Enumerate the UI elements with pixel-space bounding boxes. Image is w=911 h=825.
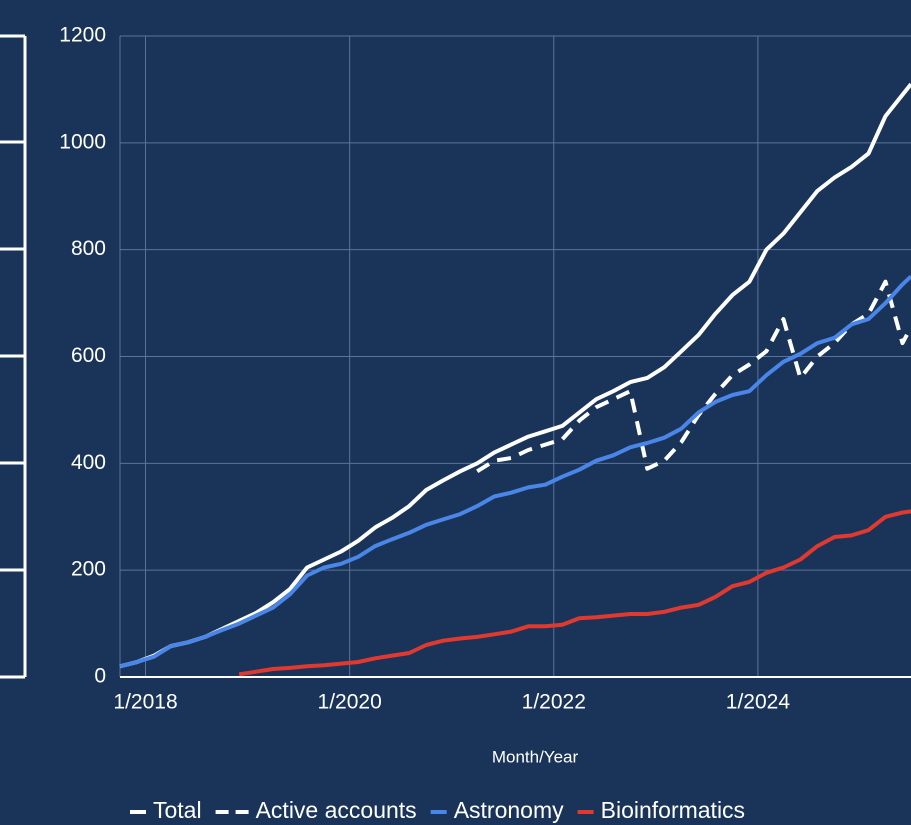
legend-label: Total: [153, 797, 202, 823]
legend-item: Total: [130, 797, 202, 823]
side-axis-fragment: [0, 34, 27, 679]
series-line: [119, 274, 911, 669]
x-tick-label: 1/2020: [318, 691, 382, 714]
legend-label: Astronomy: [454, 797, 564, 823]
y-tick-label: 200: [71, 558, 106, 581]
legend: Total Active accounts Astronomy Bioinformat…: [130, 797, 745, 823]
legend-label: Active accounts: [256, 797, 417, 823]
x-tick-label: 1/2018: [113, 691, 177, 714]
y-tick-label: 600: [71, 344, 106, 367]
legend-label: Bioinformatics: [601, 797, 745, 823]
legend-item: Astronomy: [430, 797, 564, 823]
legend-item: Active accounts: [215, 797, 417, 823]
series-line: [238, 509, 911, 677]
y-tick-label: 800: [71, 237, 106, 260]
x-axis-title: Month/Year: [492, 747, 579, 766]
legend-item: Bioinformatics: [577, 797, 745, 823]
y-tick-label: 1200: [59, 24, 106, 47]
x-tick-label: 1/2022: [522, 691, 586, 714]
series-line: [119, 82, 911, 669]
series-line: [476, 279, 911, 473]
y-tick-label: 0: [94, 665, 106, 688]
y-tick-label: 400: [71, 451, 106, 474]
x-tick-label: 1/2024: [726, 691, 791, 714]
y-tick-label: 1000: [59, 130, 106, 153]
